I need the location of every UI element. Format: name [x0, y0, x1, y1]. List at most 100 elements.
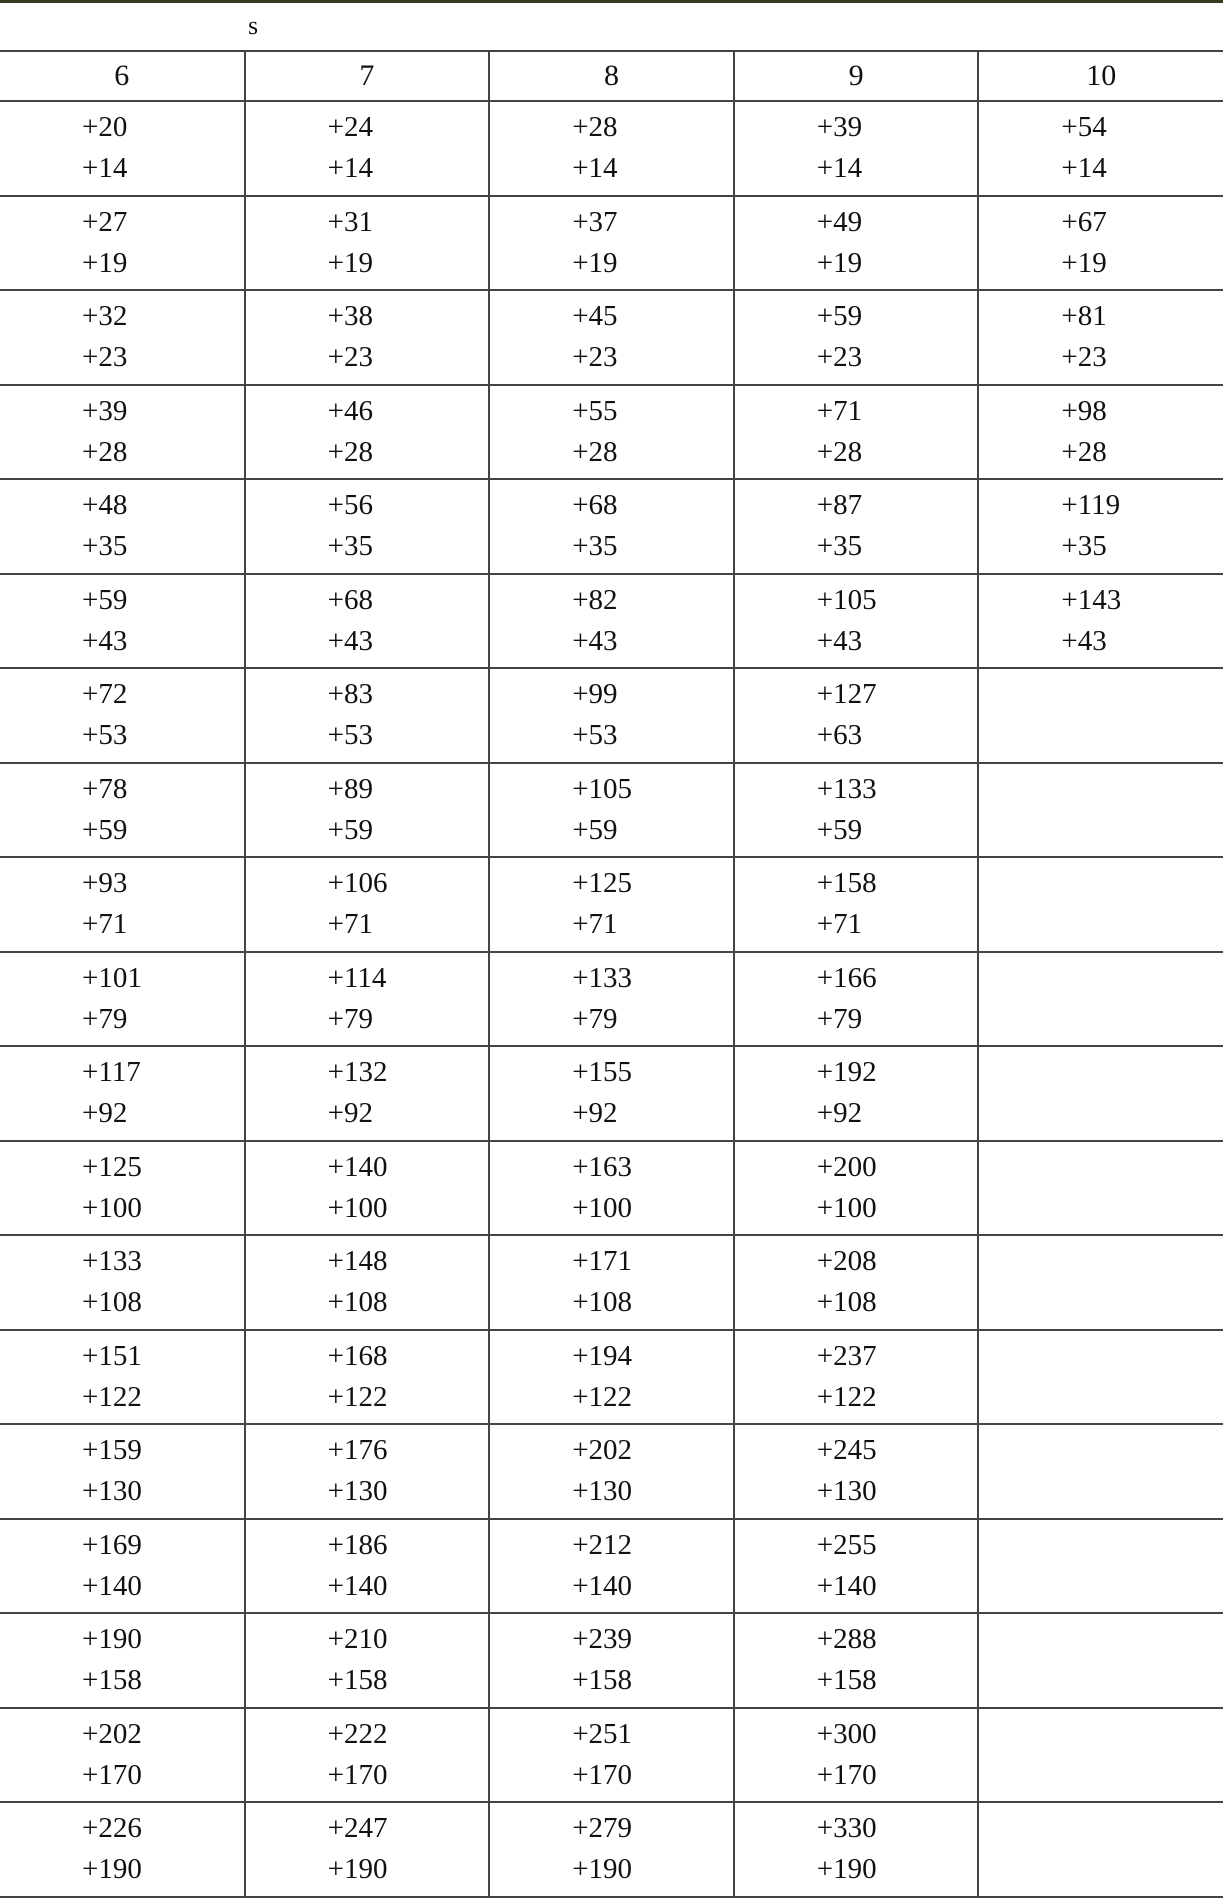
lower-deviation: +53 — [572, 719, 618, 752]
table-cell: +127 +63 — [732, 668, 979, 764]
lower-deviation: +71 — [327, 908, 373, 941]
table-row: +78 +59 +89 +59 +105 +59 +133 +59 — [0, 762, 1223, 858]
lower-deviation: +122 — [816, 1380, 877, 1413]
table-cell: +72 +53 — [0, 668, 245, 764]
upper-deviation: +159 — [82, 1434, 142, 1467]
upper-deviation: +192 — [816, 1056, 877, 1089]
lower-deviation: +79 — [327, 1002, 373, 1035]
lower-deviation: +170 — [82, 1758, 142, 1791]
upper-deviation: +288 — [816, 1623, 877, 1656]
lower-deviation: +43 — [1061, 624, 1107, 657]
lower-deviation: +92 — [572, 1097, 618, 1130]
table-cell: +78 +59 — [0, 762, 245, 858]
upper-deviation: +251 — [572, 1717, 633, 1750]
column-header: 9 — [732, 52, 979, 102]
table-cell: +45 +23 — [488, 290, 734, 386]
lower-deviation: +158 — [572, 1664, 633, 1697]
upper-deviation: +87 — [816, 489, 863, 522]
upper-deviation: +143 — [1061, 583, 1122, 616]
upper-deviation: +105 — [572, 772, 633, 805]
table-cell: +67 +19 — [977, 195, 1223, 291]
lower-deviation: +122 — [572, 1380, 633, 1413]
lower-deviation: +35 — [816, 530, 863, 563]
upper-deviation: +24 — [327, 111, 373, 144]
table-cell: +101 +79 — [0, 951, 245, 1047]
table-cell: +158 +71 — [732, 857, 979, 953]
lower-deviation: +122 — [82, 1380, 142, 1413]
table-cell: +186 +140 — [243, 1518, 490, 1614]
table-cell: +192 +92 — [732, 1046, 979, 1142]
lower-deviation: +59 — [572, 813, 618, 846]
table-row: +101 +79 +114 +79 +133 +79 +166 +79 — [0, 951, 1223, 1047]
upper-deviation: +140 — [327, 1150, 388, 1183]
table-cell: +163 +100 — [488, 1140, 734, 1236]
upper-deviation: +45 — [572, 300, 618, 333]
table-cell: +239 +158 — [488, 1613, 734, 1709]
upper-deviation: +89 — [327, 772, 373, 805]
upper-deviation: +105 — [816, 583, 877, 616]
lower-deviation: +19 — [1061, 246, 1107, 279]
upper-deviation: +200 — [816, 1150, 877, 1183]
table-row: +190 +158 +210 +158 +239 +158 +288 +158 — [0, 1613, 1223, 1709]
lower-deviation: +19 — [82, 246, 128, 279]
table-cell: +132 +92 — [243, 1046, 490, 1142]
table-cell: +212 +140 — [488, 1518, 734, 1614]
lower-deviation: +43 — [82, 624, 128, 657]
top-rule — [0, 0, 1223, 3]
table-cell: +148 +108 — [243, 1235, 490, 1331]
table-row: +32 +23 +38 +23 +45 +23 +59 +23 +81 +23 — [0, 290, 1223, 386]
upper-deviation: +127 — [816, 678, 877, 711]
lower-deviation: +158 — [816, 1664, 877, 1697]
table-cell: +59 +23 — [732, 290, 979, 386]
lower-deviation: +14 — [816, 152, 863, 185]
lower-deviation: +140 — [816, 1569, 877, 1602]
upper-deviation: +106 — [327, 867, 388, 900]
upper-deviation: +155 — [572, 1056, 633, 1089]
table-cell: +247 +190 — [243, 1802, 490, 1898]
lower-deviation: +158 — [82, 1664, 142, 1697]
upper-deviation: +99 — [572, 678, 618, 711]
table-cell: +288 +158 — [732, 1613, 979, 1709]
unit-label: s — [248, 11, 259, 40]
table-row: +151 +122 +168 +122 +194 +122 +237 +122 — [0, 1329, 1223, 1425]
table-cell: +56 +35 — [243, 479, 490, 575]
upper-deviation: +59 — [816, 300, 863, 333]
lower-deviation: +28 — [572, 435, 618, 468]
lower-deviation: +71 — [816, 908, 863, 941]
upper-deviation: +186 — [327, 1528, 388, 1561]
upper-deviation: +176 — [327, 1434, 388, 1467]
table-cell: +226 +190 — [0, 1802, 245, 1898]
upper-deviation: +125 — [82, 1150, 142, 1183]
table-cell — [977, 857, 1223, 953]
table-cell — [977, 1046, 1223, 1142]
table-cell: +171 +108 — [488, 1235, 734, 1331]
upper-deviation: +330 — [816, 1812, 877, 1845]
lower-deviation: +43 — [816, 624, 863, 657]
table-cell: +168 +122 — [243, 1329, 490, 1425]
upper-deviation: +148 — [327, 1245, 388, 1278]
table-cell: +202 +170 — [0, 1707, 245, 1803]
table-cell: +200 +100 — [732, 1140, 979, 1236]
table-cell: +117 +92 — [0, 1046, 245, 1142]
table-cell: +31 +19 — [243, 195, 490, 291]
table-cell: +98 +28 — [977, 384, 1223, 480]
upper-deviation: +81 — [1061, 300, 1107, 333]
lower-deviation: +14 — [327, 152, 373, 185]
upper-deviation: +208 — [816, 1245, 877, 1278]
lower-deviation: +23 — [82, 341, 128, 374]
upper-deviation: +168 — [327, 1339, 388, 1372]
lower-deviation: +59 — [327, 813, 373, 846]
table-cell: +39 +28 — [0, 384, 245, 480]
table-row: +59 +43 +68 +43 +82 +43 +105 +43 +143 +43 — [0, 573, 1223, 669]
upper-deviation: +67 — [1061, 205, 1107, 238]
table-cell: +38 +23 — [243, 290, 490, 386]
table-row: +93 +71 +106 +71 +125 +71 +158 +71 — [0, 857, 1223, 953]
upper-deviation: +133 — [82, 1245, 142, 1278]
table-cell: +68 +35 — [488, 479, 734, 575]
lower-deviation: +108 — [572, 1286, 633, 1319]
column-header: 8 — [488, 52, 734, 102]
upper-deviation: +49 — [816, 205, 863, 238]
lower-deviation: +92 — [816, 1097, 863, 1130]
table-cell: +155 +92 — [488, 1046, 734, 1142]
column-header: 10 — [977, 52, 1223, 102]
